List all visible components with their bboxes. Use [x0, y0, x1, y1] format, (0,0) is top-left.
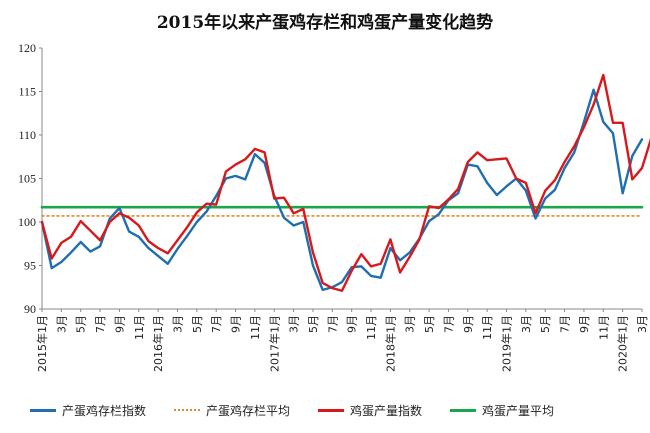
series-line-0 [40, 88, 644, 292]
x-tick-label: 11月 [133, 315, 146, 340]
x-tick-label: 7月 [442, 315, 455, 333]
legend-item: 鸡蛋产量指数 [318, 402, 422, 419]
x-tick-label: 9月 [462, 315, 475, 333]
x-tick-label: 5月 [423, 315, 436, 333]
y-tick-label: 120 [18, 41, 36, 55]
y-tick-label: 90 [24, 302, 36, 316]
x-tick-label: 2016年1月 [151, 315, 165, 372]
x-tick-label: 2019年1月 [500, 315, 514, 372]
x-tick-label: 2018年1月 [383, 315, 397, 372]
x-tick-label: 11月 [481, 315, 494, 340]
x-tick-labels: 2015年1月 3月 5月 7月 9月 11月 2016年1月 3月 5月 7月 9月 11月 2017… [35, 315, 649, 372]
axes [39, 47, 643, 312]
x-tick-label: 2020年1月 [616, 315, 630, 372]
legend-label: 鸡蛋产量指数 [350, 403, 423, 418]
x-tick-label: 5月 [539, 315, 552, 333]
legend-item: 鸡蛋产量平均 [450, 402, 554, 419]
x-tick-label: 3月 [288, 315, 301, 333]
chart-title: 2015年以来产蛋鸡存栏和鸡蛋产量变化趋势 [156, 13, 494, 33]
x-tick-label: 3月 [520, 315, 533, 333]
legend: 产蛋鸡存栏指数 产蛋鸡存栏平均 鸡蛋产量指数 鸡蛋产量平均 [30, 398, 640, 422]
x-tick-label: 11月 [249, 315, 262, 340]
legend-label: 产蛋鸡存栏指数 [62, 403, 147, 418]
series-lines [40, 73, 650, 292]
y-tick-label: 105 [18, 172, 36, 186]
legend-swatch [174, 409, 201, 411]
y-tick-label: 95 [24, 259, 36, 273]
y-tick-label: 115 [18, 85, 36, 99]
y-tick-labels: 90 95 100 105 110 115 120 [18, 41, 36, 316]
x-tick-label: 3月 [404, 315, 417, 333]
y-tick-label: 100 [18, 215, 36, 229]
legend-swatch [30, 408, 56, 412]
x-tick-label: 3月 [636, 315, 649, 333]
x-tick-label: 5月 [191, 315, 204, 333]
y-tick-label: 110 [18, 128, 36, 142]
x-tick-label: 9月 [578, 315, 591, 333]
x-tick-label: 2017年1月 [267, 315, 281, 372]
x-tick-label: 5月 [75, 315, 88, 333]
legend-label: 鸡蛋产量平均 [482, 403, 555, 418]
x-tick-label: 7月 [210, 315, 223, 333]
legend-item: 产蛋鸡存栏指数 [30, 402, 146, 419]
x-tick-label: 7月 [326, 315, 339, 333]
legend-swatch [318, 408, 345, 412]
x-tick-label: 9月 [230, 315, 243, 333]
legend-item: 产蛋鸡存栏平均 [174, 402, 290, 419]
x-tick-label: 9月 [346, 315, 359, 333]
x-tick-label: 3月 [55, 315, 68, 333]
x-tick-label: 11月 [365, 315, 378, 340]
x-tick-label: 9月 [113, 315, 126, 333]
x-tick-label: 2015年1月 [35, 315, 49, 372]
legend-label: 产蛋鸡存栏平均 [206, 403, 291, 418]
legend-swatch [450, 408, 477, 412]
x-tick-label: 3月 [171, 315, 184, 333]
x-tick-label: 11月 [597, 315, 610, 340]
series-line-2 [40, 73, 650, 292]
x-tick-label: 7月 [94, 315, 107, 333]
x-tick-label: 5月 [307, 315, 320, 333]
x-tick-label: 7月 [559, 315, 572, 333]
